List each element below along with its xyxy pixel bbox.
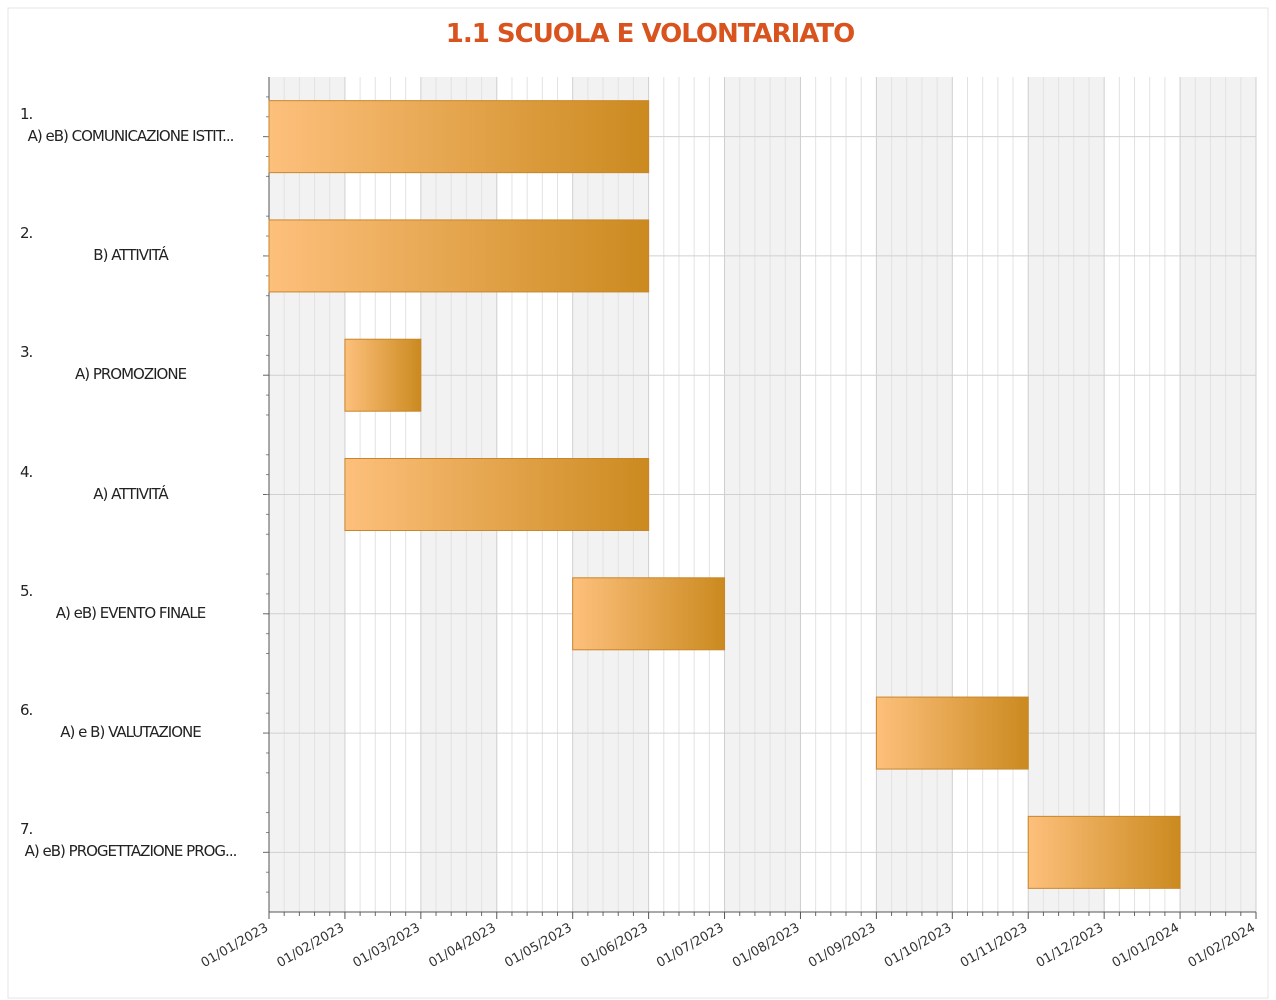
task-label: A) PROMOZIONE (74, 365, 187, 384)
x-tick-label: 01/11/2023 (958, 920, 1030, 970)
x-tick-label: 01/01/2024 (1110, 920, 1182, 970)
x-tick-label: 01/02/2023 (275, 920, 347, 970)
bar (344, 458, 650, 531)
task-label: B) ATTIVITÁ (93, 245, 168, 264)
bar (344, 338, 422, 412)
task-label: A) eB) COMUNICAZIONE ISTIT... (27, 126, 235, 145)
task-label: A) e B) VALUTAZIONE (60, 723, 201, 742)
x-tick-label: 01/05/2023 (502, 920, 574, 970)
task-label: A) eB) PROGETTAZIONE PROG... (24, 842, 238, 861)
bar (268, 100, 650, 174)
task-number: 5. (20, 581, 33, 600)
x-tick-label: 01/04/2023 (426, 920, 498, 970)
x-tick-label: 01/12/2023 (1034, 920, 1106, 970)
task-number: 3. (20, 343, 33, 362)
task-number: 2. (20, 223, 33, 242)
x-tick-label: 01/02/2024 (1186, 920, 1258, 970)
task-number: 4. (20, 462, 33, 481)
bar (1027, 815, 1181, 889)
chart-title: 1.1 SCUOLA E VOLONTARIATO (446, 19, 854, 49)
task-number: 6. (20, 701, 33, 720)
task-number: 1. (20, 104, 33, 123)
bar (572, 577, 726, 651)
task-label: A) ATTIVITÁ (93, 484, 168, 503)
task-label: A) eB) EVENTO FINALE (55, 603, 207, 622)
task-number: 7. (20, 820, 33, 839)
x-tick-label: 01/07/2023 (654, 920, 726, 970)
x-tick-label: 01/01/2023 (199, 920, 271, 970)
x-tick-label: 01/08/2023 (730, 920, 802, 970)
x-tick-label: 01/10/2023 (882, 920, 954, 970)
x-tick-label: 01/09/2023 (806, 920, 878, 970)
bar (268, 219, 650, 293)
frame (7, 7, 1269, 999)
x-tick-label: 01/03/2023 (350, 920, 422, 970)
x-tick-label: 01/06/2023 (578, 920, 650, 970)
bar (875, 696, 1029, 770)
